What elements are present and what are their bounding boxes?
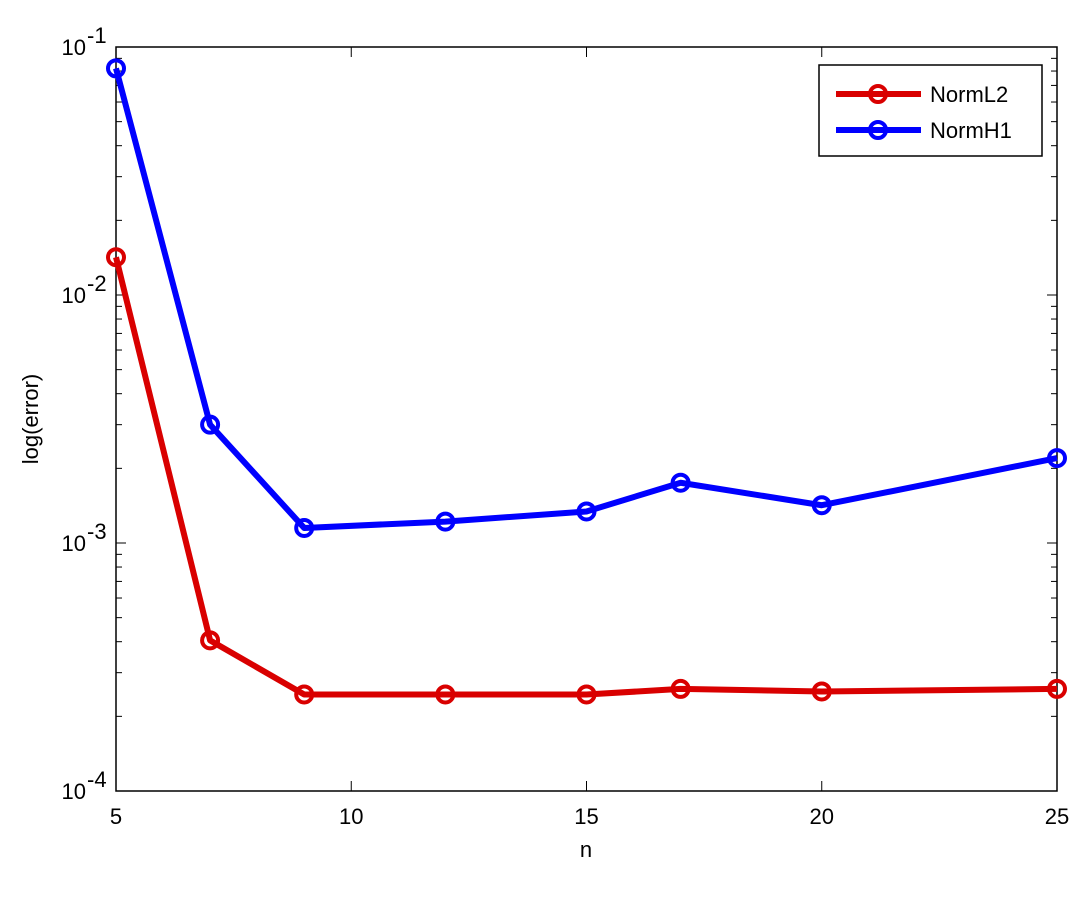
- x-tick-label: 5: [110, 804, 122, 829]
- data-point-NormH1: [1047, 448, 1067, 469]
- x-tick-label: 25: [1045, 804, 1069, 829]
- data-point-NormL2: [106, 247, 126, 268]
- series-layer: [106, 58, 1067, 705]
- plot-frame: [115, 46, 1058, 792]
- y-tick-label: 10: [62, 531, 86, 556]
- y-tick-label: 10: [62, 35, 86, 60]
- legend: NormL2 NormH1: [818, 64, 1043, 157]
- series-line-NormL2: [113, 256, 1058, 698]
- legend-marker-NormH1: [868, 120, 888, 140]
- data-point-NormL2: [670, 678, 691, 699]
- legend-label-NormL2: NormL2: [930, 82, 1008, 107]
- data-point-NormL2: [200, 630, 221, 651]
- y-axis-label: log(error): [18, 374, 43, 464]
- y-tick-exponent: -4: [87, 767, 107, 792]
- y-tick-exponent: -3: [87, 519, 107, 544]
- legend-label-NormH1: NormH1: [930, 118, 1012, 143]
- data-point-NormH1: [670, 472, 691, 493]
- data-point-NormL2: [1047, 678, 1067, 699]
- x-tick-label: 15: [574, 804, 598, 829]
- data-point-NormH1: [106, 58, 126, 79]
- data-point-NormL2: [435, 684, 456, 705]
- data-point-NormH1: [294, 517, 315, 538]
- legend-marker-NormL2: [868, 84, 888, 104]
- data-point-NormL2: [294, 684, 315, 705]
- data-point-NormL2: [576, 684, 597, 705]
- x-tick-label: 10: [339, 804, 363, 829]
- data-point-NormH1: [435, 511, 456, 532]
- y-tick-label: 10: [62, 283, 86, 308]
- data-point-NormH1: [811, 495, 832, 516]
- data-point-NormH1: [576, 501, 597, 522]
- x-tick-label: 20: [810, 804, 834, 829]
- y-tick-exponent: -2: [87, 271, 107, 296]
- y-tick-exponent: -1: [87, 23, 107, 48]
- data-point-NormL2: [811, 681, 832, 702]
- data-point-NormH1: [200, 414, 221, 435]
- x-axis-label: n: [580, 837, 592, 862]
- legend-box: [818, 64, 1043, 157]
- series-line-NormH1: [113, 67, 1058, 531]
- y-tick-label: 10: [62, 779, 86, 804]
